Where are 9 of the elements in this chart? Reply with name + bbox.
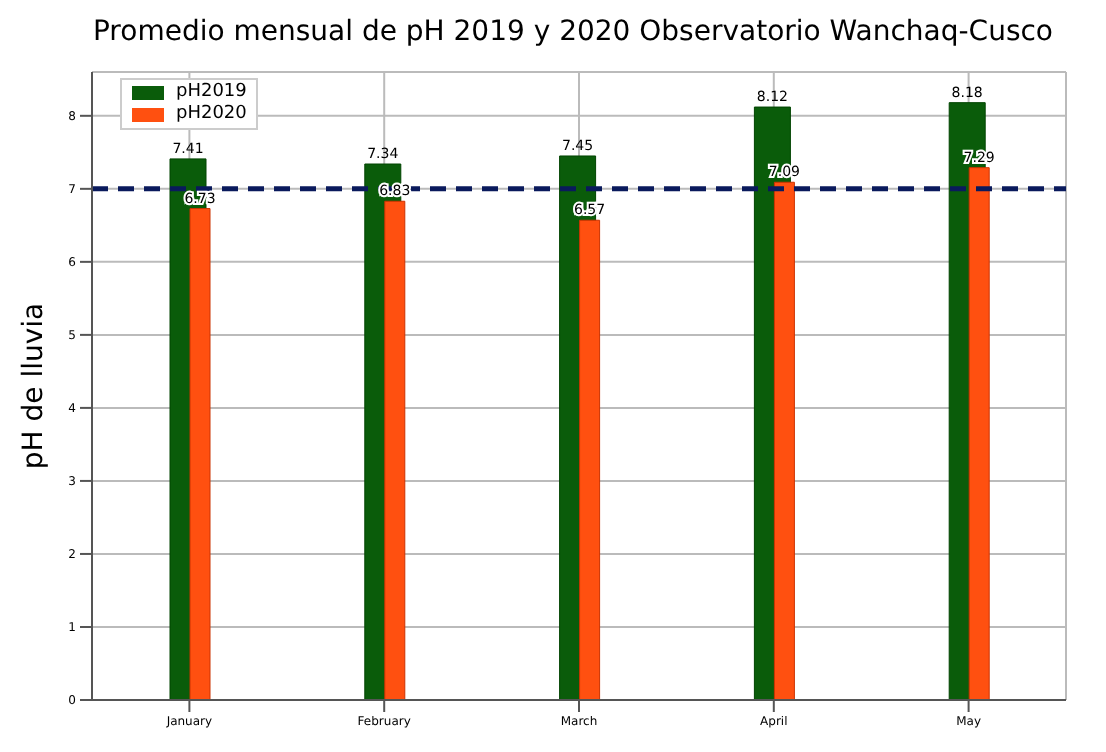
bar [189,208,211,700]
y-axis-title: pH de lluvia [17,302,50,470]
bar [579,219,601,700]
chart-title: Promedio mensual de pH 2019 y 2020 Observatorio Wanchaq-Cusco [90,16,1055,52]
bar [384,200,406,700]
bar [773,181,795,700]
bar [968,167,990,700]
legend-label: pH2020 [176,104,247,126]
legend-label: pH2019 [176,82,247,104]
